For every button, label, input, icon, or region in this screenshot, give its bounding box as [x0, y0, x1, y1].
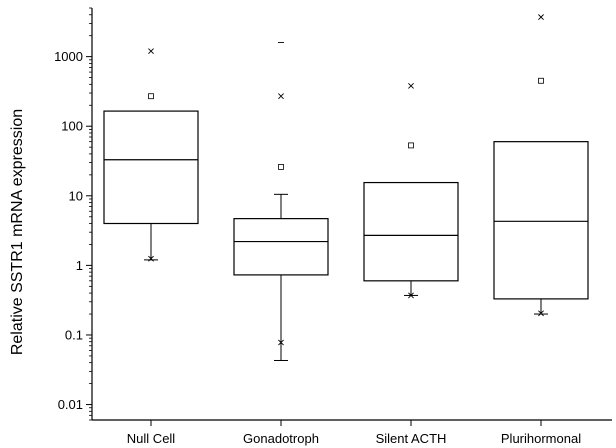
- y-tick-label: 10: [69, 188, 83, 203]
- max-marker: [148, 48, 154, 55]
- box-group: [493, 14, 589, 317]
- y-tick-label: 0.01: [58, 397, 83, 412]
- mean-marker: [408, 142, 414, 149]
- box-iqr: [233, 218, 329, 276]
- y-tick-label: 100: [61, 119, 83, 134]
- mean-marker: [538, 77, 544, 84]
- y-tick-label: 0.1: [65, 327, 83, 342]
- x-axis: Null Cell Gonadotroph Silent ACTH Plurihorm…: [92, 419, 612, 446]
- max-marker: [538, 14, 544, 21]
- box-group: [103, 48, 199, 262]
- y-tick-label: 1: [76, 258, 83, 273]
- min-marker: [408, 292, 414, 299]
- min-marker: [278, 339, 284, 346]
- y-axis-title: Relative SSTR1 mRNA expression: [9, 109, 26, 355]
- box-iqr: [493, 141, 589, 300]
- x-category-label: Silent ACTH: [376, 431, 447, 446]
- x-category-label: Gonadotroph: [243, 431, 319, 446]
- box-group: [363, 82, 459, 299]
- min-marker: [538, 310, 544, 317]
- mean-marker: [278, 164, 284, 170]
- mean-marker: [148, 93, 154, 100]
- max-marker: [408, 82, 414, 89]
- x-category-label: Plurihormonal: [501, 431, 581, 446]
- min-marker: [148, 255, 154, 262]
- box-iqr: [363, 181, 459, 282]
- y-tick-label: 1000: [54, 49, 83, 64]
- max-marker: [278, 93, 284, 100]
- y-axis: 0.01 0.1 1 10 100 1000: [54, 7, 93, 421]
- x-category-label: Null Cell: [127, 431, 176, 446]
- box-group: [233, 41, 329, 361]
- box-iqr: [103, 110, 199, 225]
- box-series: [103, 14, 589, 361]
